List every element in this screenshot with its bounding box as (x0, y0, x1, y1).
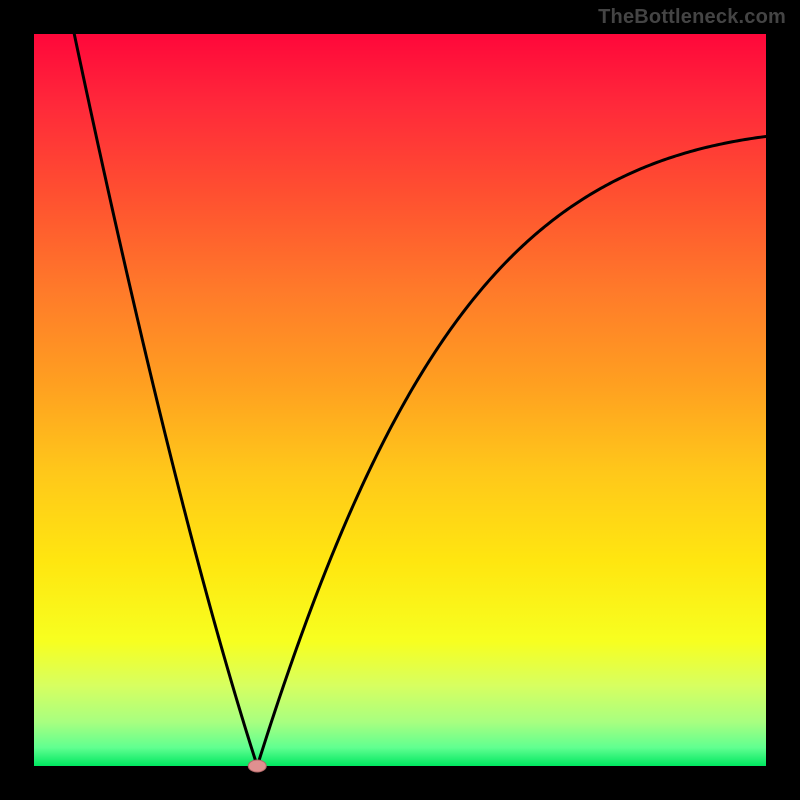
chart-frame: TheBottleneck.com (0, 0, 800, 800)
plot-background (34, 34, 766, 766)
optimal-marker (248, 760, 266, 772)
bottleneck-chart (0, 0, 800, 800)
